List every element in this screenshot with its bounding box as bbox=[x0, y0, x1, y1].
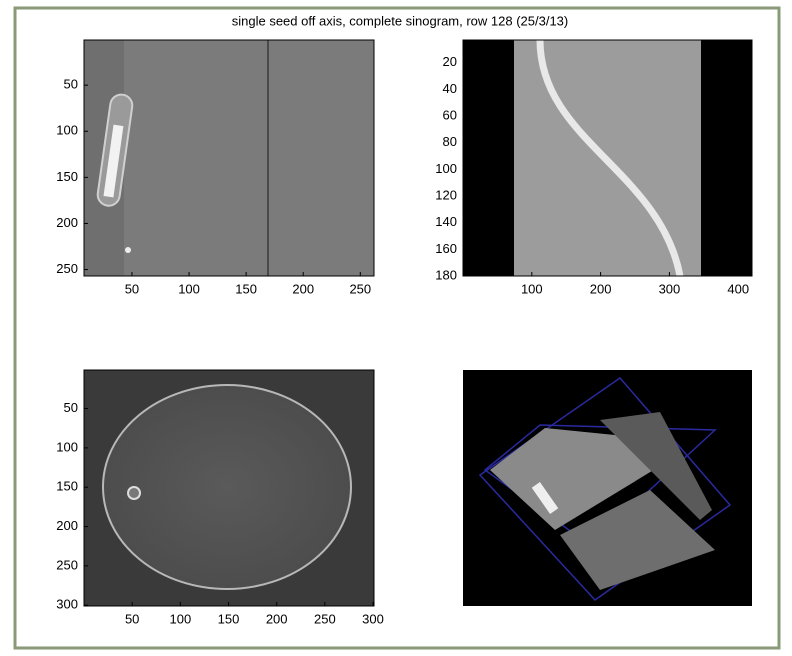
x-tick-label: 250 bbox=[349, 281, 371, 296]
x-tick-label: 300 bbox=[362, 611, 384, 626]
figure-title: single seed off axis, complete sinogram,… bbox=[232, 13, 569, 28]
y-tick-label: 100 bbox=[56, 123, 78, 138]
x-tick-label: 150 bbox=[218, 611, 240, 626]
x-tick-label: 200 bbox=[266, 611, 288, 626]
image-3 bbox=[84, 370, 374, 606]
y-tick-label: 300 bbox=[56, 597, 78, 612]
y-tick-label: 200 bbox=[56, 518, 78, 533]
x-tick-label: 50 bbox=[125, 611, 139, 626]
y-tick-label: 120 bbox=[435, 187, 457, 202]
x-tick-label: 300 bbox=[659, 281, 681, 296]
x-tick-label: 250 bbox=[314, 611, 336, 626]
x-tick-label: 200 bbox=[292, 281, 314, 296]
x-tick-label: 100 bbox=[521, 281, 543, 296]
y-tick-label: 100 bbox=[56, 439, 78, 454]
y-tick-label: 50 bbox=[64, 77, 78, 92]
y-tick-label: 250 bbox=[56, 261, 78, 276]
x-tick-label: 200 bbox=[590, 281, 612, 296]
x-tick-label: 400 bbox=[727, 281, 749, 296]
x-tick-label: 50 bbox=[125, 281, 139, 296]
y-tick-label: 250 bbox=[56, 557, 78, 572]
y-tick-label: 200 bbox=[56, 215, 78, 230]
y-tick-label: 50 bbox=[64, 400, 78, 415]
x-tick-label: 100 bbox=[169, 611, 191, 626]
y-tick-label: 20 bbox=[443, 54, 457, 69]
y-tick-label: 100 bbox=[435, 161, 457, 176]
y-tick-label: 80 bbox=[443, 134, 457, 149]
image-4 bbox=[463, 370, 752, 606]
x-tick-label: 100 bbox=[178, 281, 200, 296]
y-tick-label: 150 bbox=[56, 169, 78, 184]
x-tick-label: 150 bbox=[235, 281, 257, 296]
image-1 bbox=[84, 40, 374, 276]
y-tick-label: 150 bbox=[56, 479, 78, 494]
figure: single seed off axis, complete sinogram,… bbox=[0, 0, 792, 656]
y-tick-label: 160 bbox=[435, 241, 457, 256]
image-2 bbox=[463, 40, 752, 276]
y-tick-label: 140 bbox=[435, 214, 457, 229]
y-tick-label: 60 bbox=[443, 107, 457, 122]
y-tick-label: 40 bbox=[443, 81, 457, 96]
y-tick-label: 180 bbox=[435, 267, 457, 282]
